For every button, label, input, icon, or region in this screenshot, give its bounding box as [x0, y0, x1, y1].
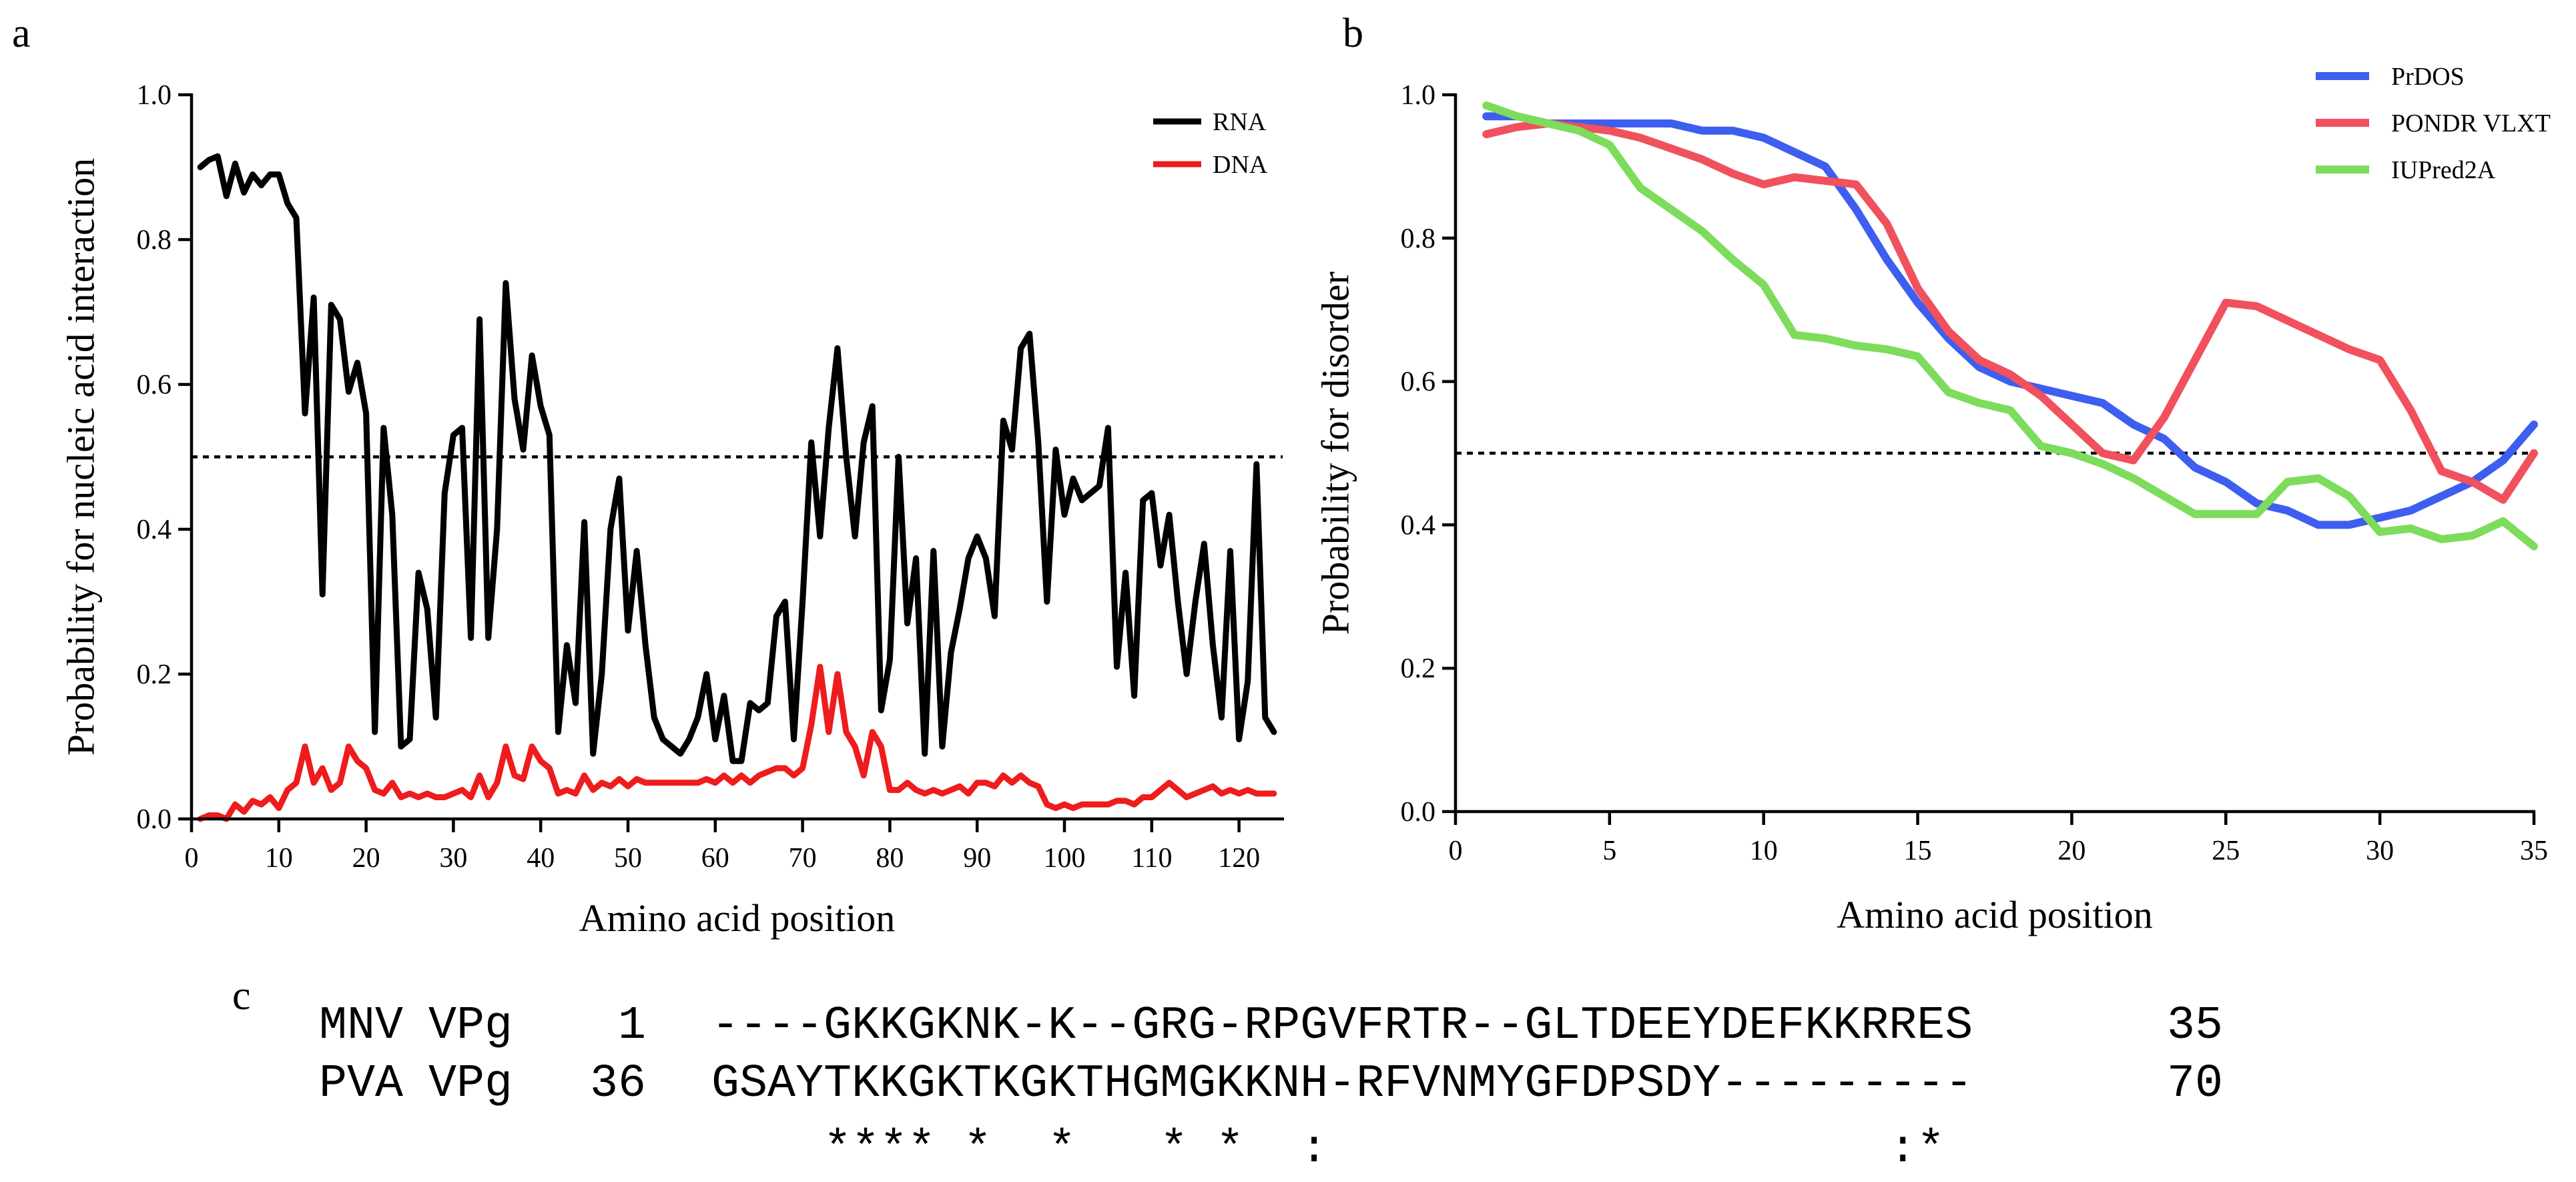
- panel-a-y-axis-title: Probability for nucleic acid interaction: [59, 158, 102, 756]
- alignment-row-2-name: PVA: [319, 1058, 403, 1111]
- panel-letter-a: a: [12, 11, 31, 56]
- panel-a-y-tick-label: 0.4: [137, 515, 172, 545]
- panel-letter-c: c: [232, 973, 251, 1018]
- panel-b-x-tick-label: 20: [2057, 836, 2085, 866]
- panel-b-y-tick-label: 0.8: [1401, 224, 1436, 254]
- alignment-row-1-start: 1: [618, 1000, 646, 1053]
- panel-b-y-tick-label: 1.0: [1401, 80, 1436, 111]
- panel-a-x-tick-label: 10: [265, 843, 293, 874]
- alignment-row-1-sequence: ----GKKGKNK-K--GRG-RPGVFRTR--GLTDEEYDEFK…: [711, 1000, 1973, 1053]
- panel-a-x-axis-title: Amino acid position: [579, 896, 896, 940]
- panel-a-x-tick-label: 100: [1044, 843, 1086, 874]
- panel-b-x-tick-label: 0: [1449, 836, 1463, 866]
- panel-b-chart: 0.0 0.2 0.4 0.6 0.8 1.0 0 5 10 15 20 25 30 35 Amino ac…: [1313, 63, 2551, 936]
- panel-a-chart: 0.0 0.2 0.4 0.6 0.8 1.0 0 10 20 30 40 50 60 70 80 90 100…: [59, 80, 1284, 940]
- panel-b-x-tick-label: 15: [1904, 836, 1932, 866]
- panel-b-x-tick-label: 5: [1602, 836, 1616, 866]
- panel-a-y-tick-label: 0.2: [137, 659, 172, 690]
- panel-a-x-tick-label: 70: [789, 843, 817, 874]
- panel-b-x-axis-title: Amino acid position: [1837, 893, 2153, 936]
- alignment-row-1-name: MNV: [319, 1000, 403, 1053]
- panel-b-series-pondr-vlxt: [1482, 119, 2538, 504]
- panel-a-x-tick-label: 120: [1218, 843, 1260, 874]
- panel-b-x-tick-label: 25: [2212, 836, 2240, 866]
- panel-a-legend-label: DNA: [1213, 151, 1268, 179]
- panel-b-y-tick-label: 0.0: [1401, 797, 1436, 828]
- panel-a-x-tick-label: 110: [1131, 843, 1172, 874]
- panel-a-series-dna: [197, 663, 1277, 822]
- panel-b-legend-label: IUPred2A: [2391, 156, 2496, 184]
- panel-a-x-tick-label: 0: [185, 843, 199, 874]
- panel-b-x-tick-label: 10: [1750, 836, 1778, 866]
- panel-letter-b: b: [1343, 11, 1363, 56]
- panel-a-x-tick-label: 30: [439, 843, 467, 874]
- panel-b-legend-label: PONDR VLXT: [2391, 109, 2551, 137]
- panel-b-x-tick-label: 35: [2520, 836, 2548, 866]
- panel-b-y-tick-label: 0.4: [1401, 510, 1436, 541]
- alignment-row-2-start: 36: [590, 1058, 646, 1111]
- panel-a-x-tick-label: 80: [876, 843, 904, 874]
- panel-a-x-tick-label: 60: [701, 843, 729, 874]
- panel-b-x-tick-label: 30: [2366, 836, 2394, 866]
- panel-b-y-axis-title: Probability for disorder: [1313, 272, 1357, 635]
- panel-a-x-tick-label: 50: [614, 843, 642, 874]
- panel-a-legend-label: RNA: [1213, 108, 1267, 136]
- panel-a-series-rna: [197, 153, 1277, 764]
- panel-a-x-tick-label: 40: [527, 843, 555, 874]
- panel-b-y-tick-label: 0.6: [1401, 367, 1436, 398]
- panel-c-alignment: MNV VPg 1 ----GKKGKNK-K--GRG-RPGVFRTR--G…: [319, 1000, 2223, 1176]
- alignment-row-2-sequence: GSAYTKKGKTKGKTHGMGKKNH-RFVNMYGFDPSDY----…: [711, 1058, 1973, 1111]
- panel-a-y-tick-label: 0.0: [137, 804, 172, 835]
- panel-a-y-tick-label: 0.8: [137, 225, 172, 256]
- alignment-row-1-end: 35: [2167, 1000, 2223, 1053]
- panel-a-y-tick-label: 0.6: [137, 370, 172, 400]
- panel-b-legend-label: PrDOS: [2391, 63, 2465, 91]
- alignment-conservation: **** * * * * : :*: [711, 1123, 1945, 1176]
- panel-a-x-tick-label: 90: [963, 843, 991, 874]
- panel-a-y-tick-label: 1.0: [137, 80, 172, 111]
- alignment-row-2-end: 70: [2167, 1058, 2223, 1111]
- alignment-row-2-label: VPg: [428, 1058, 513, 1111]
- alignment-row-1-label: VPg: [428, 1000, 513, 1053]
- panel-b-y-tick-label: 0.2: [1401, 653, 1436, 684]
- panel-a-x-tick-label: 20: [352, 843, 380, 874]
- panel-b-series-prdos: [1482, 112, 2538, 529]
- panel-b-series-iupred2a: [1482, 101, 2538, 551]
